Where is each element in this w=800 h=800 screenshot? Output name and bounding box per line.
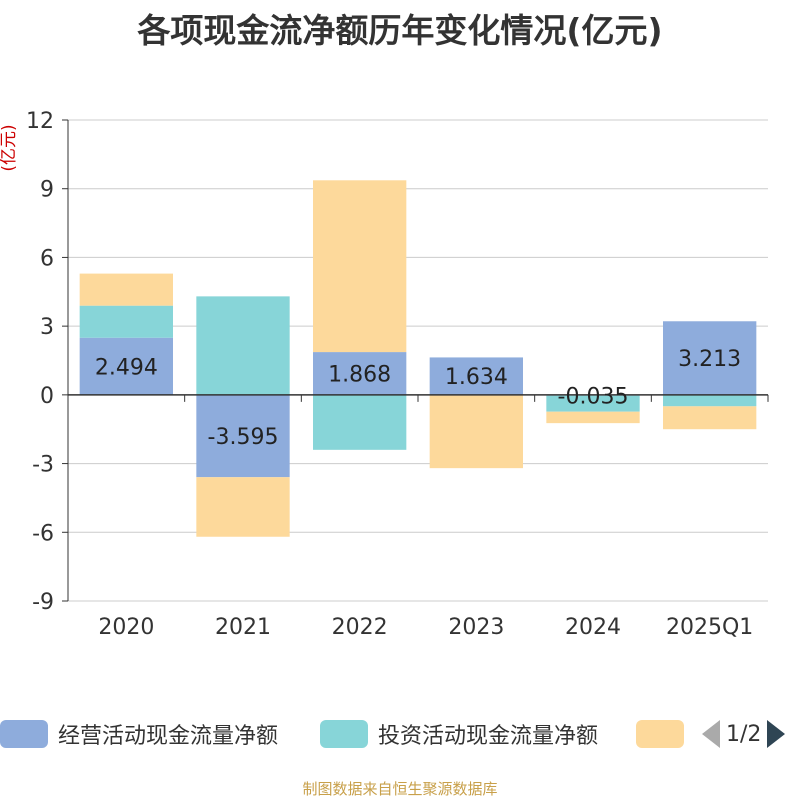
bar-2020-series-2[interactable] xyxy=(79,273,173,306)
chart-canvas: -9 -6 -3 0 3 6 9 12 2020 2021 2022 2023 2024 2025Q1 2… xyxy=(0,109,769,640)
data-label: 1.868 xyxy=(328,362,391,387)
y-axis-label: (亿元) xyxy=(0,124,19,171)
bar-2021-series-0[interactable] xyxy=(196,394,290,478)
legend-swatch xyxy=(320,720,368,748)
bar-2022-series-1[interactable] xyxy=(313,394,407,450)
legend-page-indicator: 1/2 xyxy=(726,721,762,747)
legend: 经营活动现金流量净额 投资活动现金流量净额 1/2 xyxy=(0,716,800,756)
bar-2021-series-1[interactable] xyxy=(196,296,290,395)
bar-2023-series-0[interactable] xyxy=(429,357,523,395)
y-tick-label: 0 xyxy=(40,384,54,409)
y-tick-label: 9 xyxy=(40,178,54,203)
bar-2022-series-0[interactable] xyxy=(313,352,407,395)
data-label: 1.634 xyxy=(445,365,508,390)
grid-lines xyxy=(68,119,768,602)
data-label: -0.035 xyxy=(558,384,629,409)
bar-2021-series-2[interactable] xyxy=(196,477,290,537)
y-tick-label: 6 xyxy=(40,246,54,271)
x-tick-label: 2020 xyxy=(98,615,154,640)
x-tick-label: 2025Q1 xyxy=(666,615,753,640)
data-label: -3.595 xyxy=(208,425,279,450)
legend-prev-icon[interactable] xyxy=(702,720,720,748)
data-label: 2.494 xyxy=(95,355,158,380)
legend-swatch xyxy=(0,720,48,748)
source-note: 制图数据来自恒生聚源数据库 xyxy=(302,780,498,798)
x-tick-label: 2024 xyxy=(565,615,621,640)
bar-2022-series-2[interactable] xyxy=(313,180,407,353)
legend-item-operating[interactable]: 经营活动现金流量净额 xyxy=(0,716,278,752)
legend-item-investing[interactable]: 投资活动现金流量净额 xyxy=(320,716,598,752)
bar-2025Q1-series-0[interactable] xyxy=(663,321,757,395)
bar-2020-series-1[interactable] xyxy=(79,305,173,338)
legend-swatch xyxy=(636,720,684,748)
chart-title: 各项现金流净额历年变化情况(亿元) xyxy=(137,11,663,50)
bar-2025Q1-series-2[interactable] xyxy=(663,406,757,430)
y-tick-label: 3 xyxy=(40,315,54,340)
y-tick-label: -9 xyxy=(32,590,54,615)
bars xyxy=(79,180,757,537)
bar-2020-series-0[interactable] xyxy=(79,337,173,395)
legend-label: 经营活动现金流量净额 xyxy=(58,724,279,749)
legend-item-financing[interactable] xyxy=(636,716,694,752)
y-tick-label: 12 xyxy=(26,109,54,134)
bar-2023-series-2[interactable] xyxy=(429,394,523,469)
x-tick-label: 2021 xyxy=(215,615,271,640)
bar-2024-series-1[interactable] xyxy=(546,395,640,412)
bar-2025Q1-series-1[interactable] xyxy=(663,394,757,407)
legend-label: 投资活动现金流量净额 xyxy=(378,724,599,749)
x-tick-label: 2023 xyxy=(448,615,504,640)
data-labels: 2.494 -3.595 1.868 1.634 -0.035 3.213 xyxy=(95,347,741,450)
bar-2024-series-2[interactable] xyxy=(546,411,640,424)
y-tick-label: -3 xyxy=(32,453,54,478)
legend-pager: 1/2 xyxy=(702,716,786,752)
axes: -9 -6 -3 0 3 6 9 12 2020 2021 2022 2023 2024 2025Q1 xyxy=(26,109,769,640)
y-tick-label: -6 xyxy=(32,521,54,546)
x-tick-label: 2022 xyxy=(332,615,388,640)
legend-next-icon[interactable] xyxy=(767,720,786,748)
data-label: 3.213 xyxy=(678,347,741,372)
